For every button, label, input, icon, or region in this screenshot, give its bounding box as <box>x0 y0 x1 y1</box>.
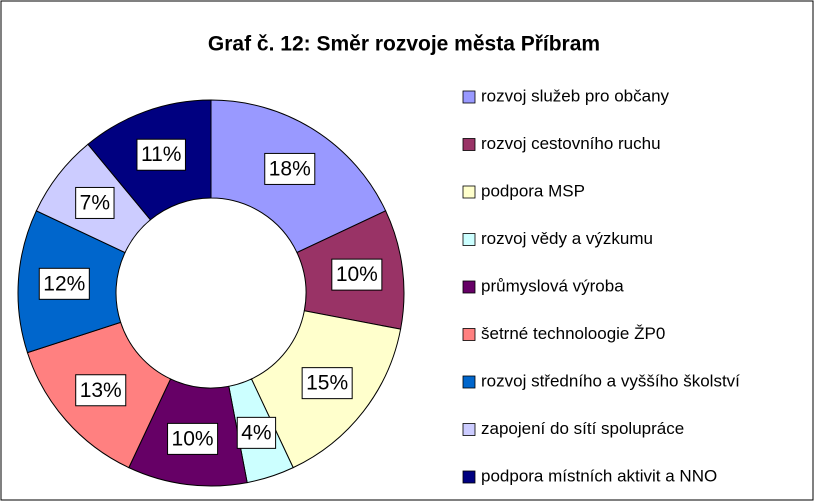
legend-label: rozvoj cestovního ruchu <box>481 134 661 153</box>
legend-swatch <box>462 138 476 151</box>
value-label-box <box>331 258 383 291</box>
legend-label: rozvoj vědy a výzkumu <box>481 229 653 248</box>
legend-label: šetrné technoloogie ŽP0 <box>481 324 665 343</box>
legend-swatch <box>462 280 476 294</box>
value-label-box <box>75 186 115 219</box>
value-label-box <box>236 416 277 449</box>
value-label: 10% <box>172 427 214 450</box>
legend-swatch <box>462 233 476 246</box>
legend-label: průmyslová výroba <box>481 276 624 295</box>
value-label-box <box>38 267 90 300</box>
legend-label: podpora MSP <box>481 181 585 200</box>
value-label-box <box>264 152 316 185</box>
value-label: 11% <box>141 143 181 166</box>
value-label: 7% <box>80 191 110 214</box>
legend-label: rozvoj služeb pro občany <box>481 86 670 105</box>
legend-swatch <box>462 90 476 104</box>
value-label: 12% <box>43 272 85 295</box>
legend-swatch <box>462 423 476 436</box>
value-label: 4% <box>241 421 271 444</box>
legend-label: podpora místních aktivit a NNO <box>481 466 717 485</box>
value-label: 10% <box>336 263 378 286</box>
value-label: 13% <box>80 379 122 402</box>
value-label-box <box>136 138 186 171</box>
chart-title: Graf č. 12: Směr rozvoje města Příbram <box>208 33 600 56</box>
legend-label: rozvoj středního a vyššího školství <box>481 371 740 390</box>
legend-swatch <box>462 375 476 389</box>
value-label-box <box>301 367 353 400</box>
legend-swatch <box>462 328 476 341</box>
value-label-box <box>75 374 127 407</box>
value-label: 18% <box>269 157 311 180</box>
legend-swatch <box>462 470 476 484</box>
value-label: 15% <box>306 372 348 395</box>
legend-label: zapojení do sítí spolupráce <box>481 419 684 438</box>
legend-swatch <box>462 185 476 199</box>
value-label-box <box>167 422 219 455</box>
